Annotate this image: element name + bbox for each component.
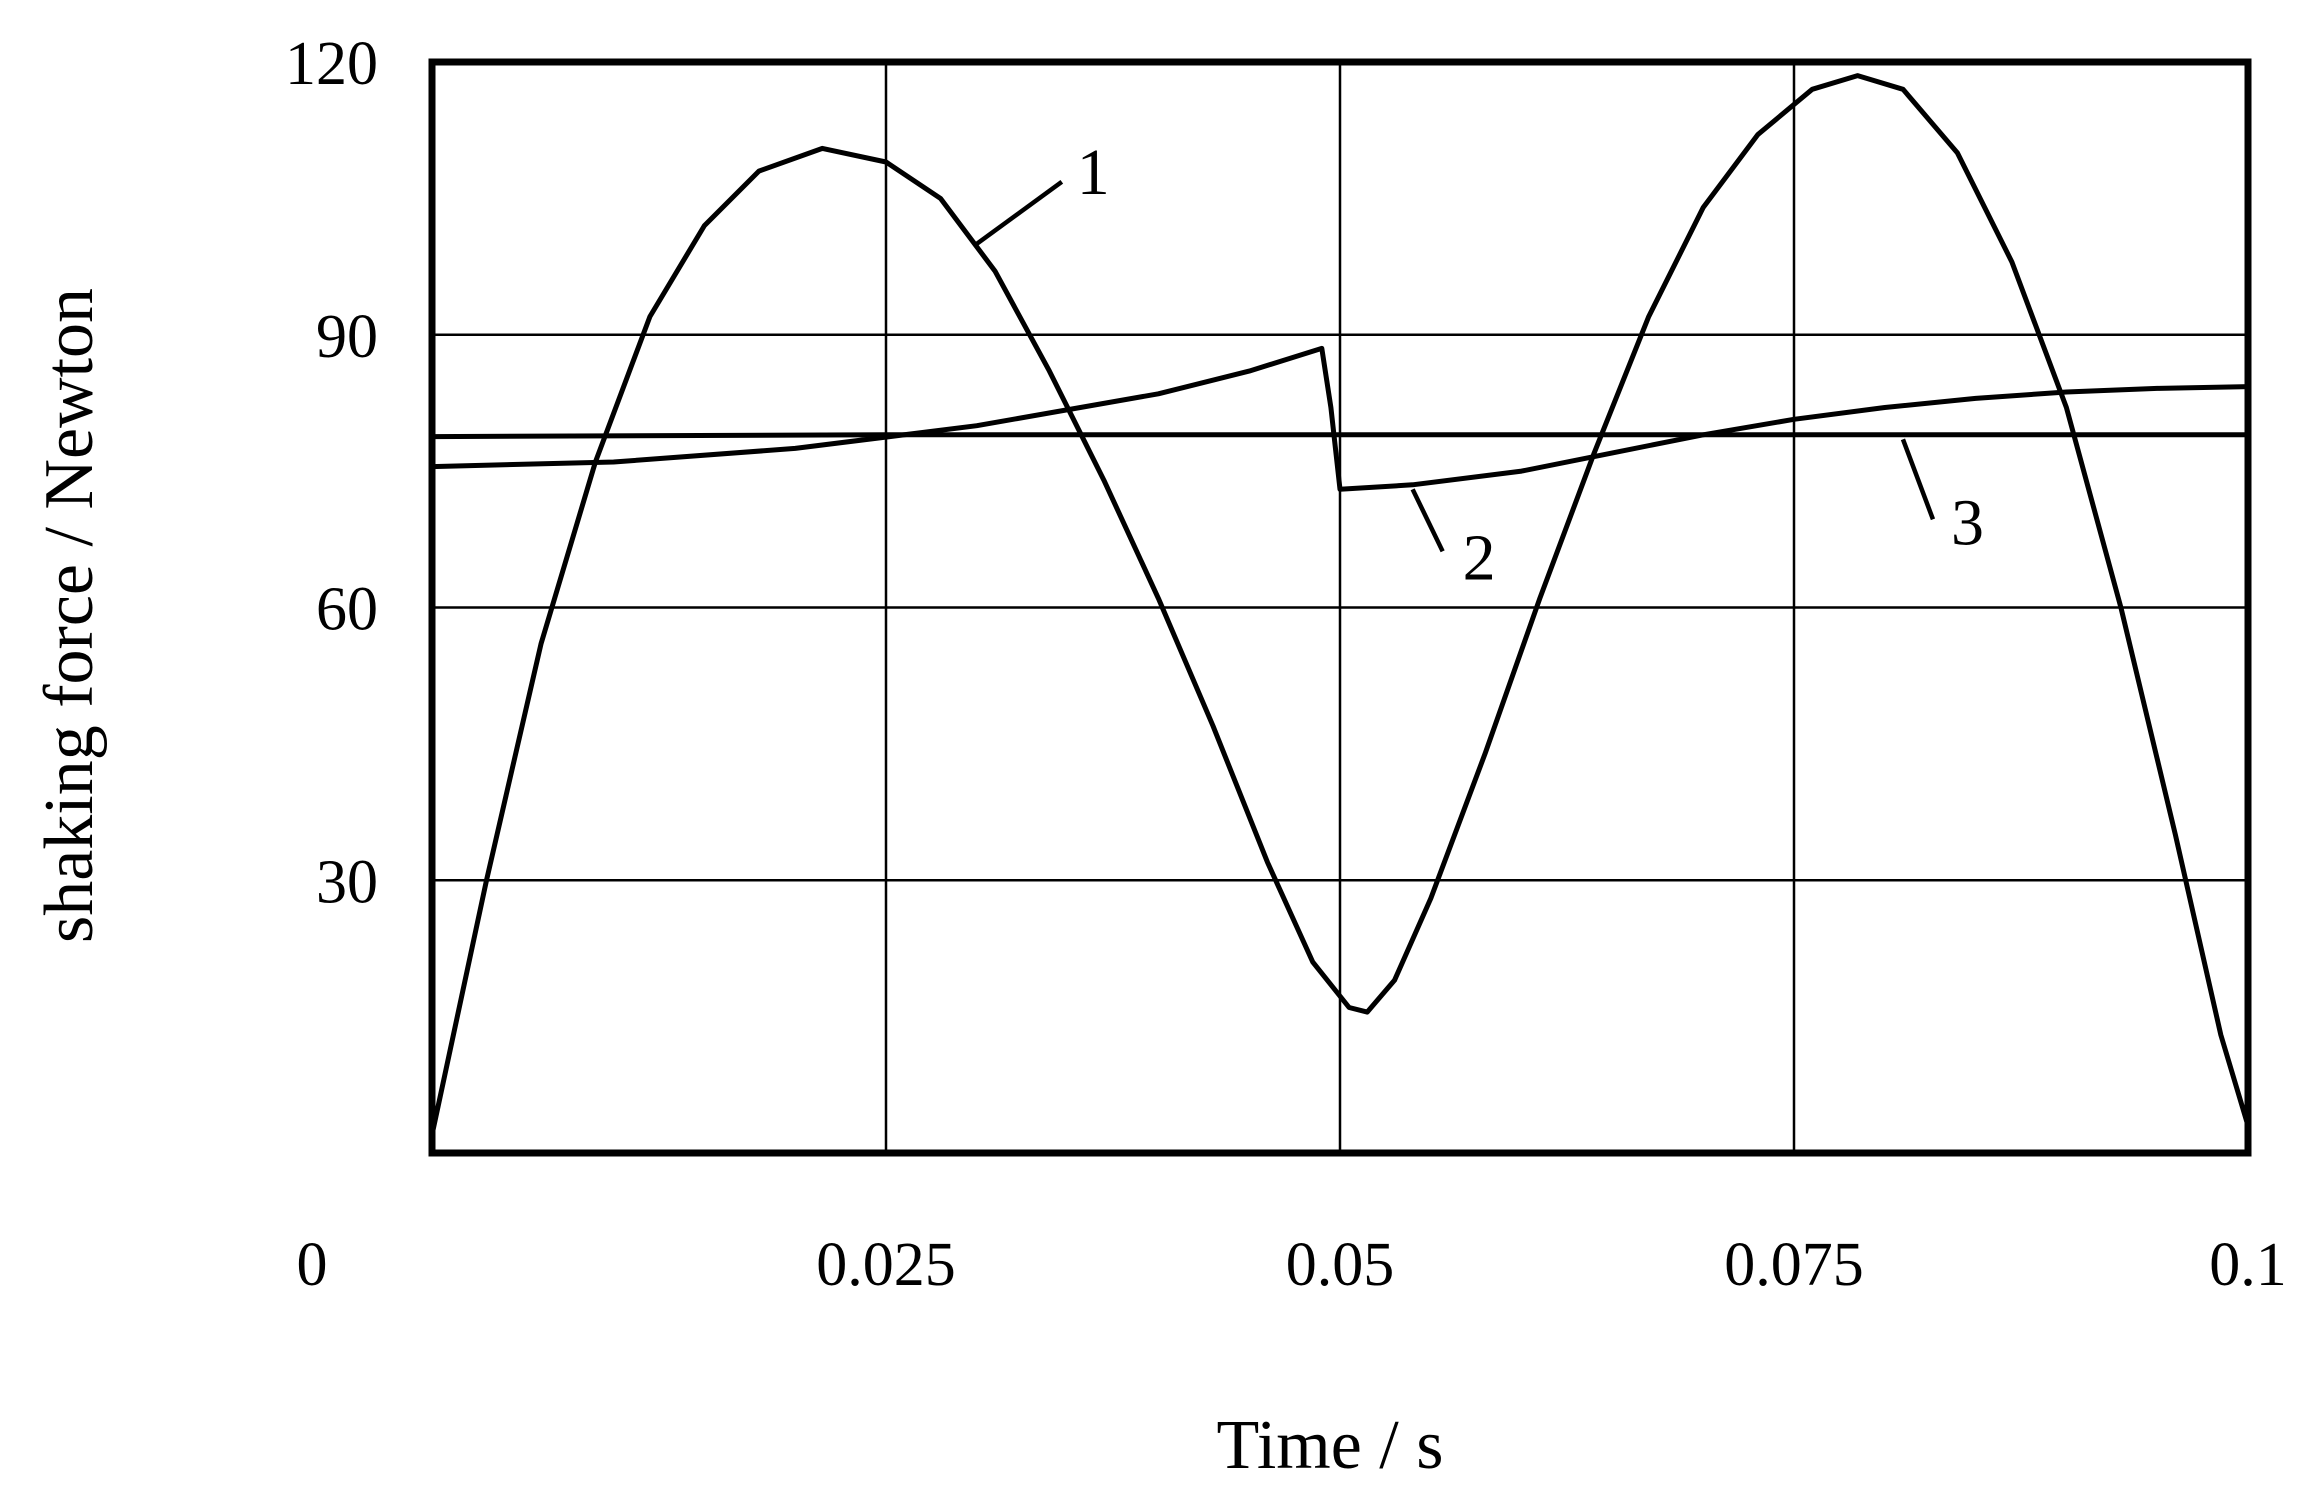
plot-frame: [428, 58, 2252, 1157]
y-tick-label: 120: [285, 30, 378, 98]
x-axis-label: Time / s: [1217, 1407, 1444, 1484]
grid-lines: [432, 62, 2248, 1153]
series-label-leader: [1900, 438, 1936, 521]
x-tick-label: 0: [297, 1231, 328, 1299]
series-label-leader: [975, 180, 1064, 246]
series-group: [429, 73, 2251, 1138]
y-tick-label: 90: [316, 303, 378, 371]
x-tick-labels: 0 0.025 0.05 0.075 0.1: [297, 1231, 2287, 1299]
series-line-1: [429, 73, 2251, 1138]
x-tick-label: 0.05: [1286, 1231, 1395, 1299]
y-tick-label: 60: [316, 576, 378, 644]
y-tick-label: 30: [316, 848, 378, 916]
x-tick-label: 0.075: [1724, 1231, 1864, 1299]
x-tick-label: 0.1: [2209, 1231, 2287, 1299]
series-label-2: 2: [1463, 521, 1496, 594]
series-label-leaders: [975, 180, 1936, 553]
y-axis-label: shaking force / Newton: [31, 288, 108, 943]
series-line-3: [429, 432, 2251, 440]
series-line-2: [429, 345, 2251, 492]
series-labels: 1 2 3: [1077, 136, 1984, 594]
series-label-3: 3: [1951, 486, 1984, 559]
series-label-leader: [1410, 488, 1445, 553]
x-tick-label: 0.025: [816, 1231, 956, 1299]
y-tick-labels: 30 60 90 120: [285, 30, 378, 916]
series-label-1: 1: [1077, 136, 1110, 209]
